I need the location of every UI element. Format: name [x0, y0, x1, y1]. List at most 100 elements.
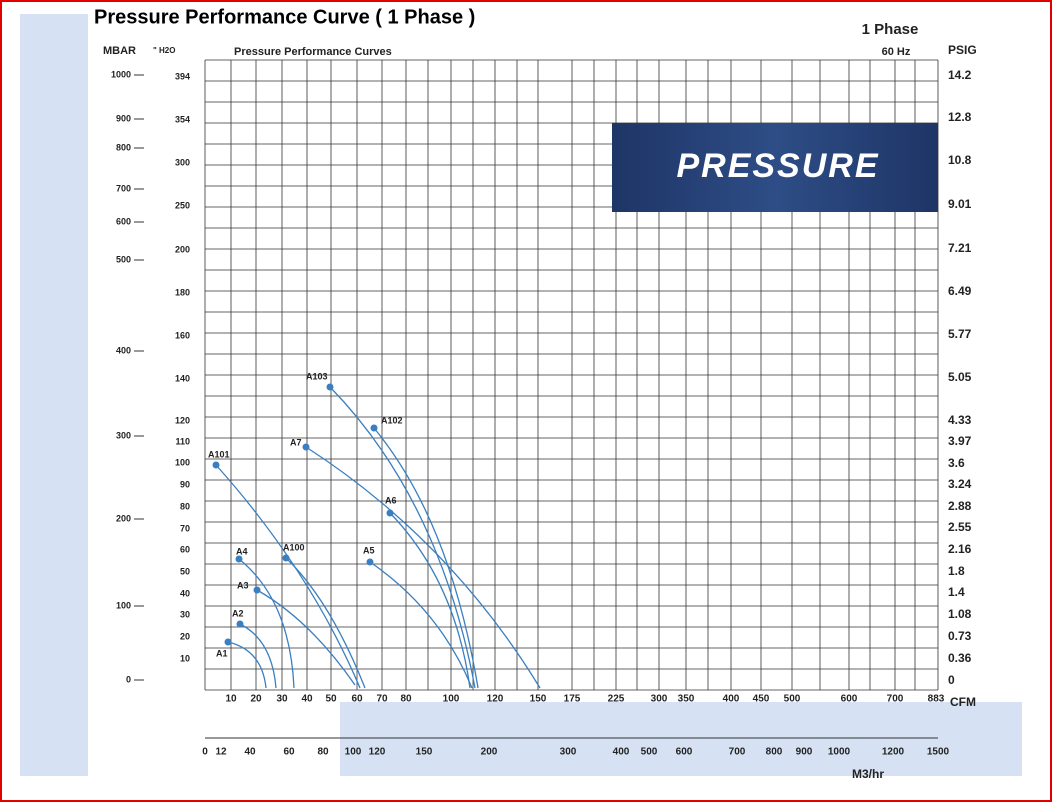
h2o-tick-label: 90 [180, 479, 190, 489]
cfm-tick-label: 450 [753, 694, 770, 705]
m3hr-tick-label: 200 [481, 747, 498, 758]
cfm-tick-label: 10 [225, 694, 237, 705]
cfm-tick-label: 50 [325, 694, 337, 705]
h2o-tick-label: 120 [175, 415, 190, 425]
psig-tick-label: 3.97 [948, 434, 972, 448]
side-band [20, 14, 88, 776]
cfm-tick-label: 225 [608, 694, 625, 705]
banner-box [612, 123, 938, 212]
m3hr-tick-label: 100 [345, 747, 362, 758]
m3hr-unit: M3/hr [852, 767, 884, 781]
mbar-tick-label: 400 [116, 345, 131, 355]
curve-point [236, 620, 244, 628]
curve-point [326, 383, 334, 391]
curve-label: A103 [306, 371, 328, 381]
curve-label: A100 [283, 542, 305, 552]
cfm-tick-label: 883 [928, 694, 945, 705]
curve [389, 512, 471, 689]
h2o-tick-label: 60 [180, 544, 190, 554]
curve-label: A101 [208, 449, 230, 459]
curve-point [366, 558, 374, 566]
cfm-tick-label: 60 [351, 694, 363, 705]
m3hr-tick-label: 80 [317, 747, 329, 758]
mbar-tick-label: 500 [116, 254, 131, 264]
mbar-tick-label: 900 [116, 113, 131, 123]
h2o-tick-label: 50 [180, 566, 190, 576]
h2o-tick-label: 354 [175, 114, 190, 124]
h2o-tick-label: 140 [175, 373, 190, 383]
curve-point [253, 586, 261, 594]
h2o-tick-label: 250 [175, 200, 190, 210]
m3hr-tick-label: 900 [796, 747, 813, 758]
frequency: 60 Hz [882, 46, 911, 58]
h2o-tick-label: 10 [180, 653, 190, 663]
m3hr-tick-label: 1500 [927, 747, 950, 758]
mbar-tick-label: 100 [116, 600, 131, 610]
psig-tick-label: 3.24 [948, 477, 972, 491]
m3hr-tick-label: 40 [244, 747, 256, 758]
h2o-tick-label: 300 [175, 157, 190, 167]
cfm-tick-label: 500 [784, 694, 801, 705]
cfm-tick-label: 600 [841, 694, 858, 705]
psig-tick-label: 2.16 [948, 542, 972, 556]
cfm-tick-label: 80 [400, 694, 412, 705]
mbar-tick-label: 600 [116, 216, 131, 226]
psig-tick-label: 12.8 [948, 110, 972, 124]
cfm-tick-label: 120 [487, 694, 504, 705]
psig-tick-label: 1.4 [948, 585, 965, 599]
curve-point [224, 638, 232, 646]
cfm-tick-label: 40 [301, 694, 313, 705]
curve-label: A4 [236, 546, 248, 556]
curve [215, 464, 361, 689]
psig-tick-label: 10.8 [948, 153, 972, 167]
psig-tick-label: 14.2 [948, 68, 972, 82]
cfm-tick-label: 20 [250, 694, 262, 705]
psig-tick-label: 3.6 [948, 456, 965, 470]
psig-tick-label: 0 [948, 673, 955, 687]
mbar-tick-label: 200 [116, 513, 131, 523]
cfm-tick-label: 150 [530, 694, 547, 705]
cfm-tick-label: 700 [887, 694, 904, 705]
m3hr-tick-label: 800 [766, 747, 783, 758]
curve-label: A2 [232, 608, 244, 618]
curve [373, 427, 479, 689]
m3hr-tick-label: 300 [560, 747, 577, 758]
cfm-tick-label: 100 [443, 694, 460, 705]
curve-label: A6 [385, 495, 397, 505]
curve-point [386, 509, 394, 517]
mbar-unit: MBAR [103, 45, 136, 57]
curve-point [370, 424, 378, 432]
cfm-unit: CFM [950, 695, 976, 709]
m3hr-tick-label: 120 [369, 747, 386, 758]
psig-tick-label: 4.33 [948, 413, 972, 427]
h2o-tick-label: 40 [180, 588, 190, 598]
m3hr-tick-label: 1200 [882, 747, 905, 758]
m3hr-tick-label: 0 [202, 747, 208, 758]
psig-tick-label: 2.88 [948, 499, 972, 513]
curve-point [282, 554, 290, 562]
m3hr-tick-label: 12 [215, 747, 227, 758]
curve-point [235, 555, 243, 563]
m3hr-tick-label: 150 [416, 747, 433, 758]
curve-point [212, 461, 220, 469]
h2o-tick-label: 70 [180, 523, 190, 533]
phase: 1 Phase [862, 21, 919, 38]
curve [329, 386, 476, 689]
psig-tick-label: 9.01 [948, 197, 972, 211]
curve [256, 589, 356, 686]
curve [369, 561, 473, 689]
cfm-tick-label: 400 [723, 694, 740, 705]
psig-tick-label: 0.73 [948, 629, 972, 643]
h2o-tick-label: 160 [175, 330, 190, 340]
m3hr-tick-label: 600 [676, 747, 693, 758]
h2o-tick-label: 100 [175, 457, 190, 467]
curve-label: A5 [363, 545, 375, 555]
title: Pressure Performance Curve ( 1 Phase ) [94, 6, 475, 28]
psig-tick-label: 5.05 [948, 370, 972, 384]
cfm-tick-label: 175 [564, 694, 581, 705]
chart-title: Pressure Performance Curves [234, 46, 392, 58]
banner: PRESSURE [676, 147, 879, 185]
psig-tick-label: 1.08 [948, 607, 972, 621]
